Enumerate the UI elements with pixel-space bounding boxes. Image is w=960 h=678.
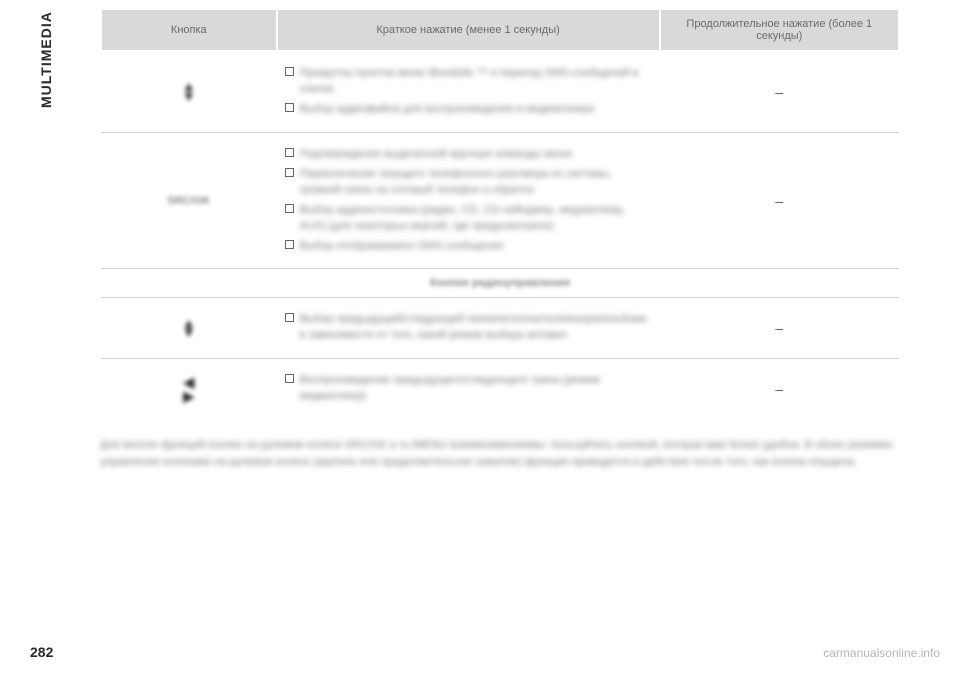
header-col-long: Продолжительное нажатие (более 1 секунды… — [660, 9, 899, 51]
updown-arrow-icon: ▲▼ — [182, 319, 196, 339]
bullet-icon — [285, 103, 294, 112]
bullet-icon — [285, 204, 294, 213]
header-col-short: Краткое нажатие (менее 1 секунды) — [277, 9, 660, 51]
page-number: 282 — [30, 644, 53, 660]
cell-text: Выбор отображаемого SMS-сообщения — [300, 239, 503, 255]
bullet-icon — [285, 168, 294, 177]
leftright-arrow-icon: ◀▶ — [183, 376, 194, 403]
table-row: ◀▶ Воспроизведение предыдущего/следующег… — [101, 359, 899, 419]
header-col-button: Кнопка — [101, 9, 277, 51]
section-label: MULTIMEDIA — [38, 11, 54, 108]
cell-text: Выбор предыдущей/следующей папки/исполни… — [300, 312, 652, 344]
cell-text: Переключение текущего телефонного разгов… — [300, 167, 652, 199]
bullet-icon — [285, 313, 294, 322]
dash: – — [775, 320, 783, 336]
table-row: ▲▼ Выбор предыдущей/следующей папки/испо… — [101, 298, 899, 359]
table-row: ▲▼ Прокрутка пунктов меню Blue&Me ™ и пе… — [101, 51, 899, 132]
dash: – — [775, 381, 783, 397]
footnote-text: Для многих функций кнопки на рулевом кол… — [100, 437, 900, 470]
cell-text: Воспроизведение предыдущего/следующего т… — [300, 373, 652, 405]
section-header-text: Кнопки радиоуправления — [101, 269, 899, 298]
main-content: Кнопка Краткое нажатие (менее 1 секунды)… — [100, 8, 900, 470]
cell-text: Выбор аудиоисточника (радио, CD, CD-чейн… — [300, 203, 652, 235]
cell-text: Выбор аудиофайла для воспроизведения в м… — [300, 102, 595, 118]
cell-text: Подтверждение выделенной вручную команды… — [300, 147, 573, 163]
updown-arrow-icon: ▲▼ — [182, 82, 196, 102]
table-row: SRC/OK Подтверждение выделенной вручную … — [101, 132, 899, 269]
bullet-icon — [285, 67, 294, 76]
bullet-icon — [285, 374, 294, 383]
bullet-icon — [285, 240, 294, 249]
dash: – — [775, 84, 783, 100]
footer-link: carmanualsonline.info — [823, 646, 940, 660]
bullet-icon — [285, 148, 294, 157]
controls-table: Кнопка Краткое нажатие (менее 1 секунды)… — [100, 8, 900, 419]
section-header-row: Кнопки радиоуправления — [101, 269, 899, 298]
button-label: SRC/OK — [101, 132, 277, 269]
dash: – — [775, 193, 783, 209]
cell-text: Прокрутка пунктов меню Blue&Me ™ и перех… — [300, 66, 652, 98]
